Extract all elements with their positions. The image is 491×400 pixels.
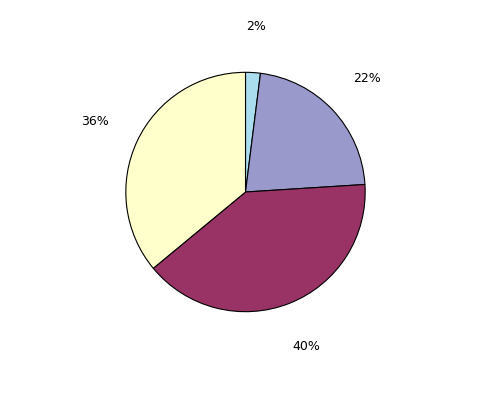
Wedge shape [153,184,365,312]
Wedge shape [246,73,365,192]
Wedge shape [126,72,246,268]
Text: 36%: 36% [82,115,109,128]
Text: 40%: 40% [293,340,321,353]
Wedge shape [246,72,261,192]
Text: 22%: 22% [353,72,381,85]
Text: 2%: 2% [246,20,266,33]
